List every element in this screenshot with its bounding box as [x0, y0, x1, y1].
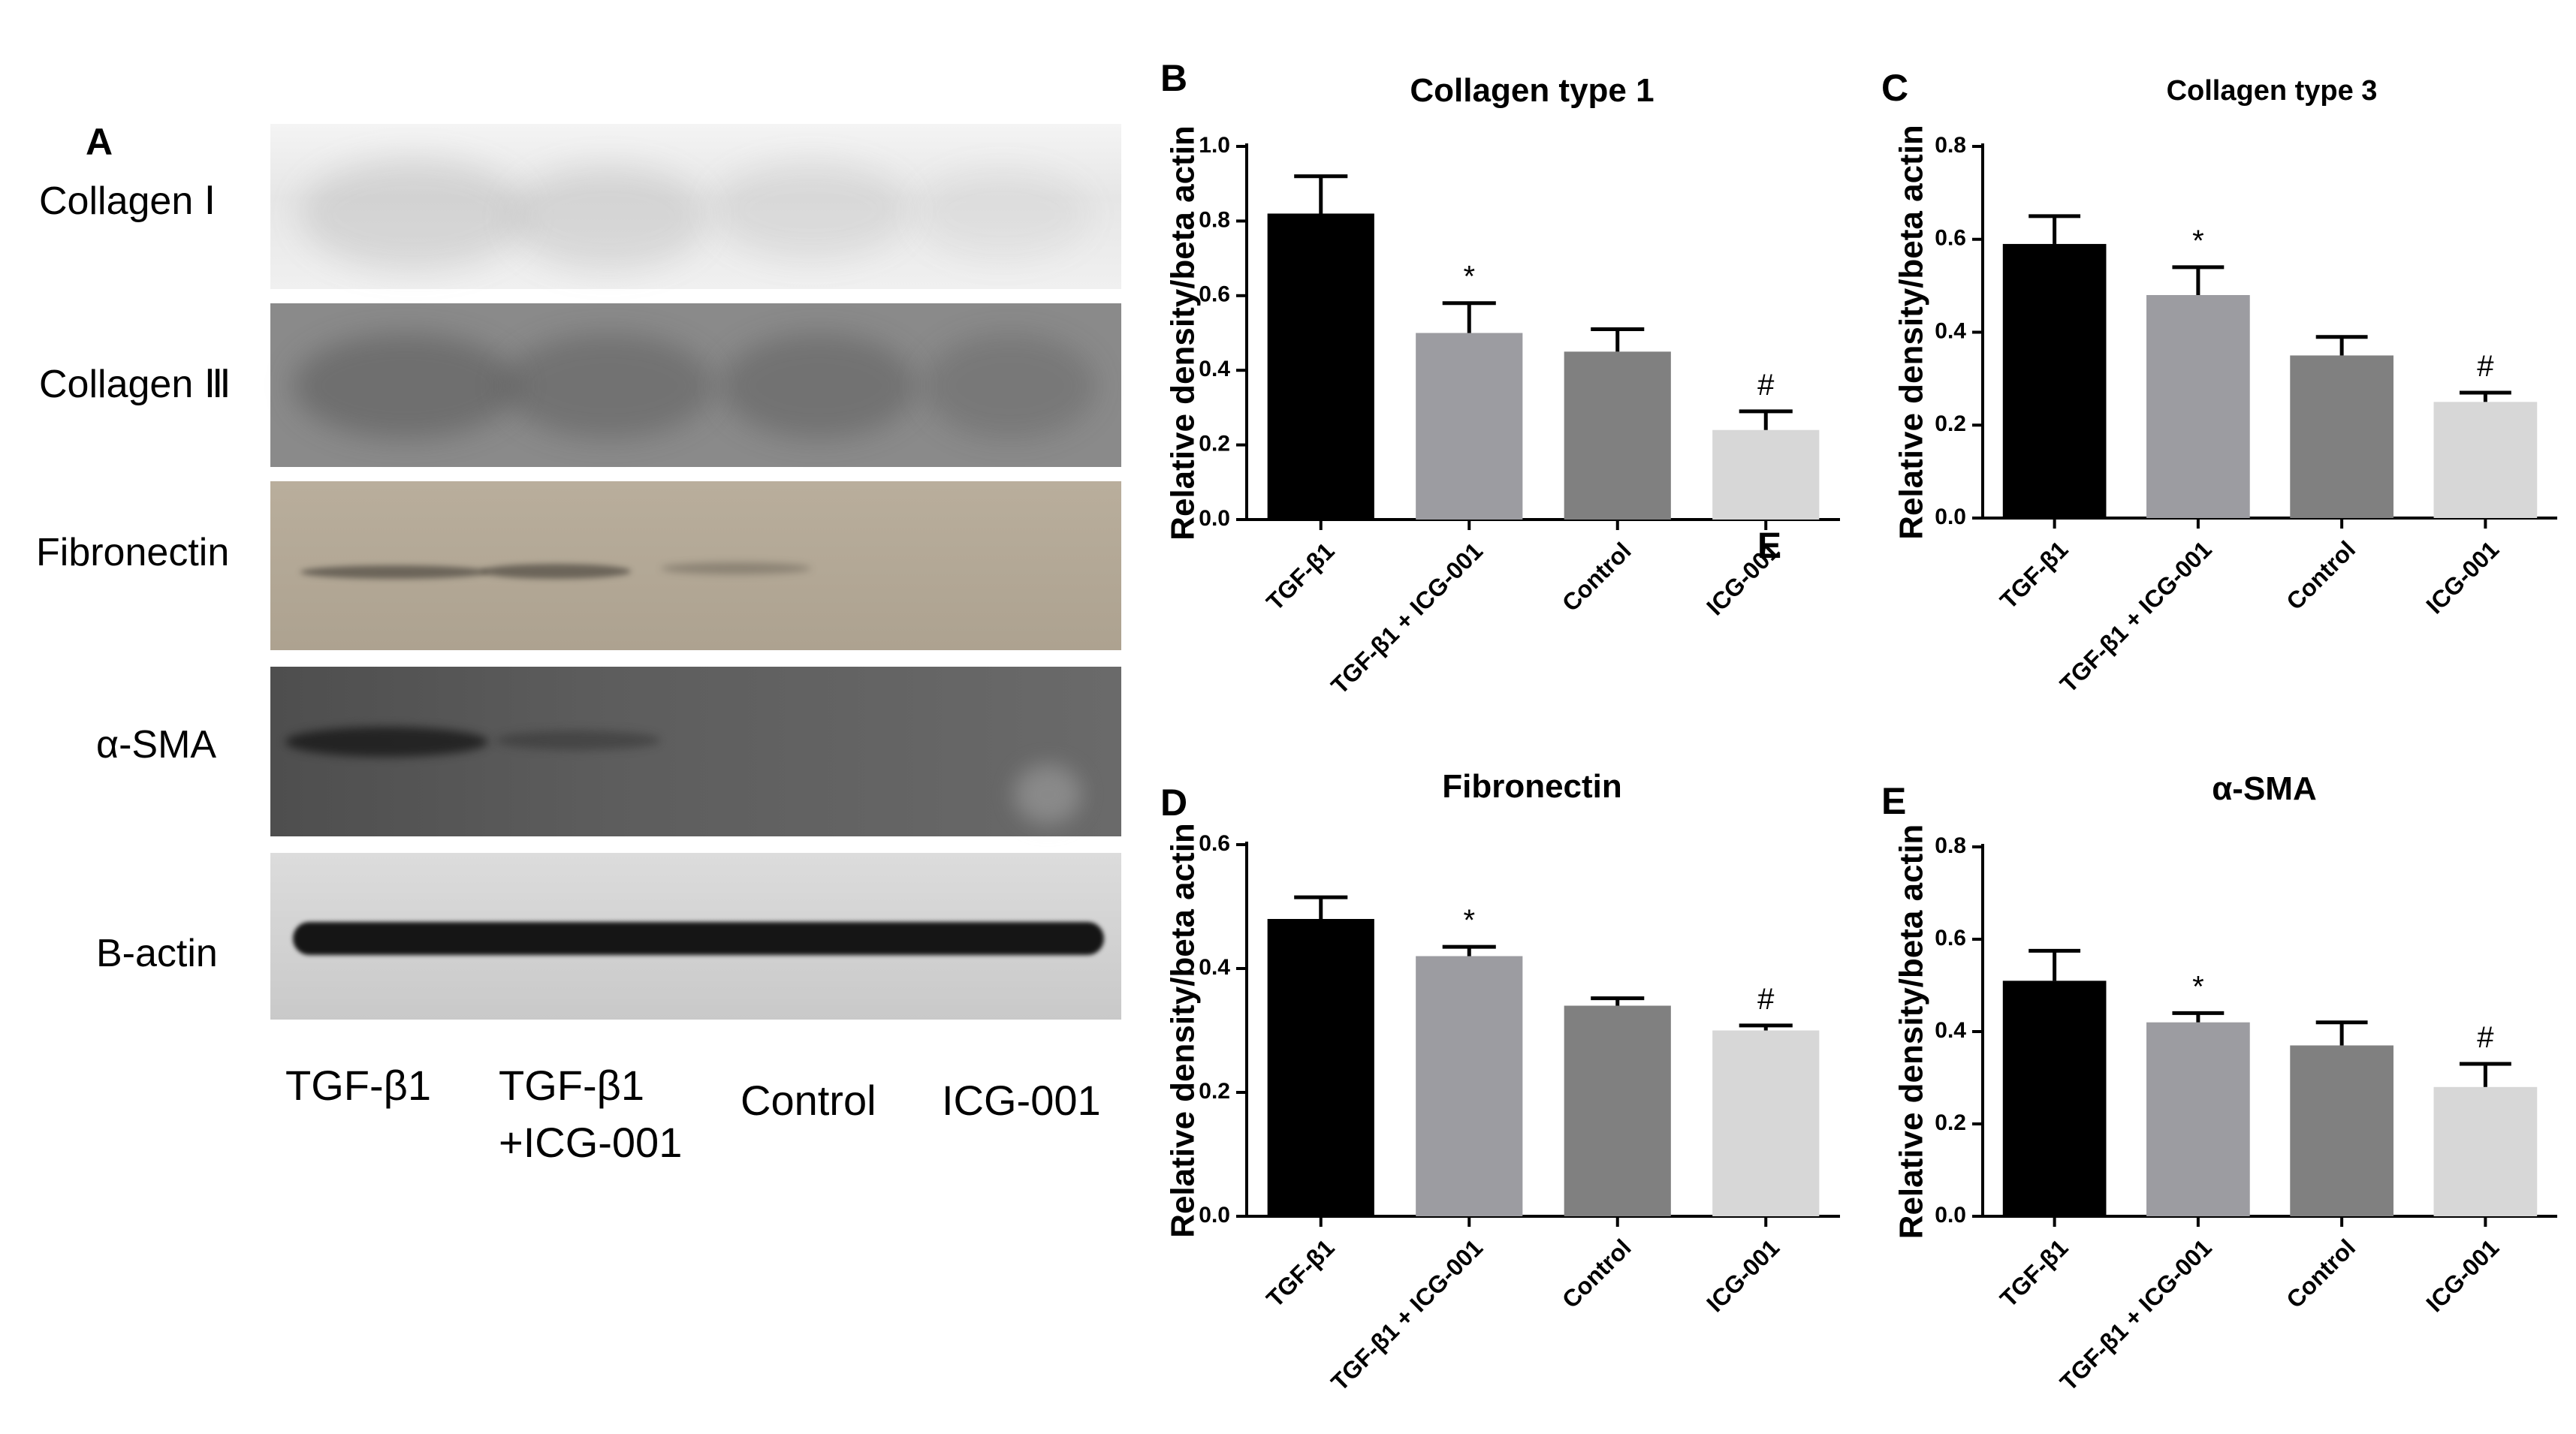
- stray-letter-e: E: [1757, 526, 1782, 566]
- chart-c-category-label: TGF-β1: [1995, 535, 2074, 614]
- chart-e-panel-letter: E: [1881, 780, 1906, 822]
- blot-strip-alpha-sma: [270, 667, 1121, 836]
- blot-row-label-b-actin: B-actin: [96, 932, 218, 975]
- chart-d-significance-mark: *: [1463, 904, 1475, 937]
- lane-label-icg-001: ICG-001: [942, 1077, 1101, 1124]
- chart-b-ytick-label: 0.0: [1199, 506, 1230, 531]
- chart-b-ytick-label: 0.6: [1199, 282, 1230, 307]
- panel-letter-a: A: [86, 121, 113, 163]
- chart-c-significance-mark: #: [2477, 350, 2494, 383]
- chart-c-significance-mark: *: [2192, 224, 2204, 258]
- chart-c-ytick-label: 0.8: [1935, 133, 1966, 158]
- chart-b-significance-mark: #: [1757, 369, 1775, 402]
- chart-b-significance-mark: *: [1463, 261, 1475, 294]
- lane-label-tgf-b1: TGF-β1: [285, 1062, 431, 1109]
- chart-d-title: Fibronectin: [1442, 768, 1622, 805]
- chart-e-ytick-label: 0.0: [1935, 1203, 1966, 1228]
- chart-b-category-label: Control: [1557, 537, 1636, 616]
- chart-d-panel-letter: D: [1160, 782, 1187, 824]
- chart-c-title: Collagen type 3: [2167, 75, 2378, 107]
- chart-d-bar: [1712, 1030, 1820, 1216]
- chart-c-ytick-label: 0.0: [1935, 505, 1966, 529]
- chart-c-bar: [2433, 402, 2538, 518]
- chart-b-bar: [1712, 429, 1820, 520]
- chart-c-ytick-label: 0.4: [1935, 318, 1966, 343]
- chart-b-ytick-label: 0.4: [1199, 357, 1230, 381]
- chart-c-bar: [2002, 243, 2107, 518]
- chart-b-category-label: TGF-β1: [1261, 537, 1340, 616]
- blot-strip-b-actin: [270, 853, 1121, 1020]
- lane-label-control: Control: [741, 1077, 876, 1124]
- chart-c-bar: [2290, 355, 2394, 518]
- chart-c-bar: [2146, 295, 2250, 518]
- chart-e-bar: [2002, 981, 2107, 1216]
- chart-b-title: Collagen type 1: [1410, 72, 1654, 109]
- chart-e-ytick-label: 0.2: [1935, 1110, 1966, 1135]
- chart-e-category-label: TGF-β1 + ICG-001: [2055, 1234, 2217, 1396]
- chart-e-bar: [2146, 1022, 2250, 1216]
- chart-b-ytick-label: 0.8: [1199, 207, 1230, 232]
- chart-d-category-label: Control: [1557, 1234, 1636, 1313]
- blot-row-label-collagen-3: Collagen Ⅲ: [39, 363, 231, 406]
- blot-row-label-collagen-1: Collagen Ⅰ: [39, 179, 216, 223]
- chart-d-ytick-label: 0.2: [1199, 1079, 1230, 1104]
- chart-d-ytick-label: 0.4: [1199, 955, 1230, 980]
- chart-b-ylabel: Relative density/beta actin: [1165, 125, 1202, 541]
- western-blot-panel: A Collagen Ⅰ Collagen Ⅲ Fibronectin α-SM…: [0, 0, 1127, 1434]
- chart-e-ylabel: Relative density/beta actin: [1893, 824, 1930, 1240]
- chart-d-category-label: TGF-β1 + ICG-001: [1326, 1234, 1488, 1396]
- chart-b-ytick-label: 1.0: [1199, 133, 1230, 158]
- chart-b-bar: [1416, 333, 1523, 520]
- chart-e-significance-mark: *: [2192, 970, 2204, 1003]
- blot-row-label-alpha-sma: α-SMA: [96, 723, 217, 767]
- chart-d-bar: [1564, 1005, 1671, 1216]
- chart-c-ytick-label: 0.2: [1935, 411, 1966, 436]
- chart-e-bar: [2433, 1086, 2538, 1216]
- blot-strip-fibronectin: [270, 481, 1121, 650]
- lane-label-tgf-b1-icg-001: TGF-β1 +ICG-001: [499, 1062, 683, 1166]
- chart-c-ylabel: Relative density/beta actin: [1893, 125, 1930, 540]
- chart-b-bar: [1267, 213, 1374, 520]
- chart-d-category-label: TGF-β1: [1261, 1234, 1340, 1312]
- chart-b-category-label: TGF-β1 + ICG-001: [1326, 537, 1488, 699]
- chart-e-bar: [2290, 1045, 2394, 1216]
- chart-d-category-label: ICG-001: [1701, 1234, 1784, 1317]
- chart-e-significance-mark: #: [2477, 1021, 2494, 1054]
- chart-e-title: α-SMA: [2212, 770, 2316, 807]
- blot-strip-collagen-3: [270, 303, 1121, 467]
- chart-c-category-label: ICG-001: [2421, 535, 2504, 619]
- chart-d-bar: [1416, 956, 1523, 1216]
- chart-b-panel-letter: B: [1160, 57, 1187, 99]
- chart-d-significance-mark: #: [1757, 983, 1775, 1016]
- chart-d-ytick-label: 0.0: [1199, 1203, 1230, 1228]
- chart-e-category-label: TGF-β1: [1995, 1234, 2074, 1312]
- blot-row-label-fibronectin: Fibronectin: [36, 531, 230, 574]
- chart-c-category-label: Control: [2281, 535, 2360, 615]
- chart-d-bar: [1267, 919, 1374, 1216]
- chart-b-ytick-label: 0.2: [1199, 432, 1230, 456]
- chart-c-ytick-label: 0.6: [1935, 226, 1966, 251]
- chart-e-ytick-label: 0.8: [1935, 833, 1966, 858]
- chart-c-category-label: TGF-β1 + ICG-001: [2055, 535, 2217, 697]
- chart-d-ytick-label: 0.6: [1199, 831, 1230, 856]
- chart-d-ylabel: Relative density/beta actin: [1165, 823, 1202, 1238]
- chart-e-ytick-label: 0.6: [1935, 926, 1966, 950]
- chart-e-category-label: Control: [2281, 1234, 2360, 1313]
- chart-c-panel-letter: C: [1881, 67, 1908, 109]
- blot-strip-collagen-1: [270, 124, 1121, 289]
- chart-b-bar: [1564, 351, 1671, 520]
- chart-e-ytick-label: 0.4: [1935, 1018, 1966, 1043]
- chart-e-category-label: ICG-001: [2421, 1234, 2504, 1317]
